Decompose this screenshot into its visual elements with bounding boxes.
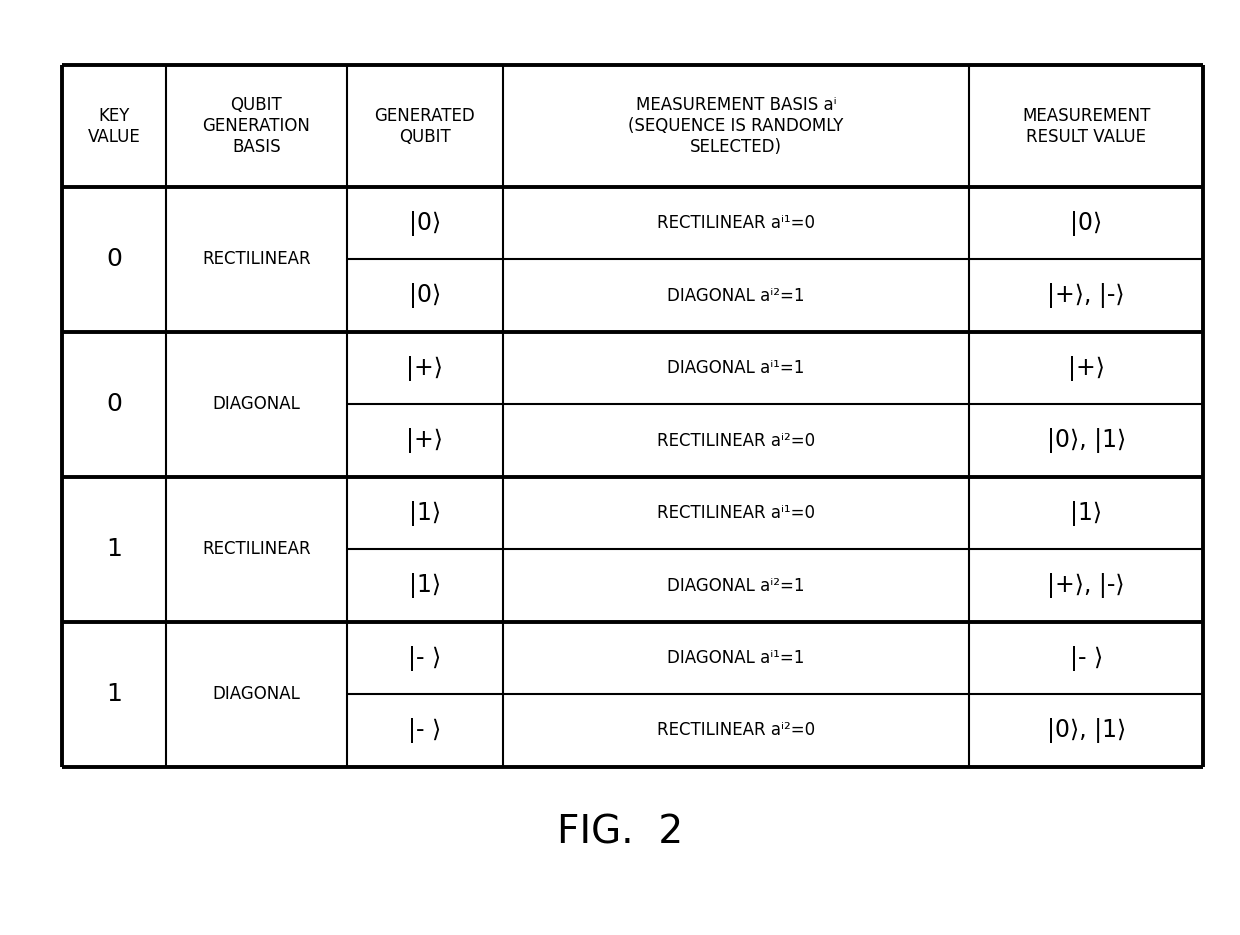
Text: |- ⟩: |- ⟩ — [408, 645, 441, 670]
Text: |1⟩: |1⟩ — [409, 500, 441, 525]
Text: |0⟩: |0⟩ — [1070, 210, 1102, 236]
Text: MEASUREMENT
RESULT VALUE: MEASUREMENT RESULT VALUE — [1022, 107, 1151, 146]
Text: FIG.  2: FIG. 2 — [557, 813, 683, 851]
Text: QUBIT
GENERATION
BASIS: QUBIT GENERATION BASIS — [202, 96, 310, 156]
Text: |+⟩: |+⟩ — [1068, 355, 1105, 381]
Text: RECTILINEAR: RECTILINEAR — [202, 540, 311, 558]
Text: DIAGONAL: DIAGONAL — [212, 396, 300, 413]
Text: DIAGONAL aⁱ¹=1: DIAGONAL aⁱ¹=1 — [667, 359, 805, 377]
Text: |- ⟩: |- ⟩ — [1070, 645, 1102, 670]
Text: |- ⟩: |- ⟩ — [408, 718, 441, 743]
Text: 1: 1 — [105, 538, 122, 561]
Text: MEASUREMENT BASIS aⁱ
(SEQUENCE IS RANDOMLY
SELECTED): MEASUREMENT BASIS aⁱ (SEQUENCE IS RANDOM… — [629, 96, 843, 156]
Text: |+⟩, |-⟩: |+⟩, |-⟩ — [1048, 283, 1125, 309]
Text: KEY
VALUE: KEY VALUE — [88, 107, 140, 146]
Text: RECTILINEAR aⁱ¹=0: RECTILINEAR aⁱ¹=0 — [657, 504, 815, 522]
Text: RECTILINEAR aⁱ¹=0: RECTILINEAR aⁱ¹=0 — [657, 214, 815, 232]
Text: |+⟩: |+⟩ — [407, 428, 444, 453]
Text: |0⟩, |1⟩: |0⟩, |1⟩ — [1047, 428, 1126, 453]
Text: |+⟩, |-⟩: |+⟩, |-⟩ — [1048, 573, 1125, 598]
Text: |0⟩, |1⟩: |0⟩, |1⟩ — [1047, 718, 1126, 743]
Text: DIAGONAL aⁱ²=1: DIAGONAL aⁱ²=1 — [667, 577, 805, 595]
Text: RECTILINEAR aⁱ²=0: RECTILINEAR aⁱ²=0 — [657, 722, 815, 740]
Text: |+⟩: |+⟩ — [407, 355, 444, 381]
Text: GENERATED
QUBIT: GENERATED QUBIT — [374, 107, 475, 146]
Text: RECTILINEAR aⁱ²=0: RECTILINEAR aⁱ²=0 — [657, 432, 815, 450]
Text: |1⟩: |1⟩ — [409, 573, 441, 598]
Text: 1: 1 — [105, 683, 122, 706]
Text: DIAGONAL aⁱ¹=1: DIAGONAL aⁱ¹=1 — [667, 649, 805, 667]
Text: 0: 0 — [105, 393, 122, 416]
Text: DIAGONAL aⁱ²=1: DIAGONAL aⁱ²=1 — [667, 287, 805, 305]
Text: |0⟩: |0⟩ — [409, 283, 441, 309]
Text: RECTILINEAR: RECTILINEAR — [202, 251, 311, 268]
Text: 0: 0 — [105, 248, 122, 271]
Text: |1⟩: |1⟩ — [1070, 500, 1102, 525]
Text: DIAGONAL: DIAGONAL — [212, 685, 300, 703]
Text: |0⟩: |0⟩ — [409, 210, 441, 236]
